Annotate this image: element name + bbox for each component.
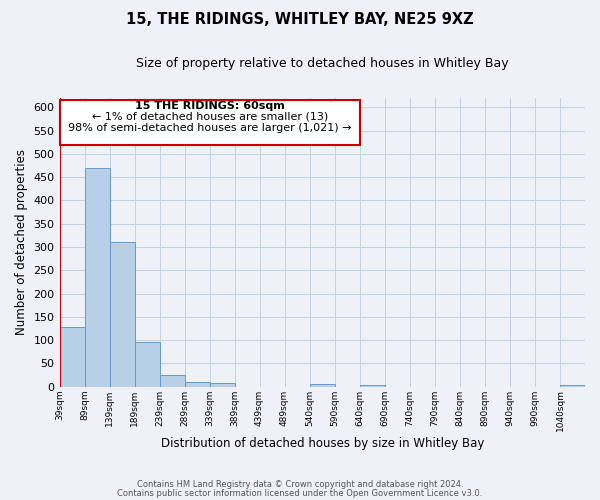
Text: Contains public sector information licensed under the Open Government Licence v3: Contains public sector information licen…	[118, 488, 482, 498]
Bar	[134, 342, 160, 386]
Bar	[209, 383, 235, 386]
Text: 98% of semi-detached houses are larger (1,021) →: 98% of semi-detached houses are larger (…	[68, 124, 352, 134]
Text: 15 THE RIDINGS: 60sqm: 15 THE RIDINGS: 60sqm	[135, 100, 284, 110]
Bar	[160, 375, 185, 386]
Text: 15, THE RIDINGS, WHITLEY BAY, NE25 9XZ: 15, THE RIDINGS, WHITLEY BAY, NE25 9XZ	[126, 12, 474, 28]
FancyBboxPatch shape	[59, 100, 360, 144]
Bar	[110, 242, 134, 386]
Bar	[59, 327, 85, 386]
Bar	[85, 168, 110, 386]
Bar	[310, 384, 335, 386]
Text: Contains HM Land Registry data © Crown copyright and database right 2024.: Contains HM Land Registry data © Crown c…	[137, 480, 463, 489]
Bar	[560, 385, 585, 386]
Bar	[185, 382, 209, 386]
Title: Size of property relative to detached houses in Whitley Bay: Size of property relative to detached ho…	[136, 58, 509, 70]
Y-axis label: Number of detached properties: Number of detached properties	[15, 150, 28, 336]
X-axis label: Distribution of detached houses by size in Whitley Bay: Distribution of detached houses by size …	[161, 437, 484, 450]
Text: ← 1% of detached houses are smaller (13): ← 1% of detached houses are smaller (13)	[92, 112, 328, 122]
